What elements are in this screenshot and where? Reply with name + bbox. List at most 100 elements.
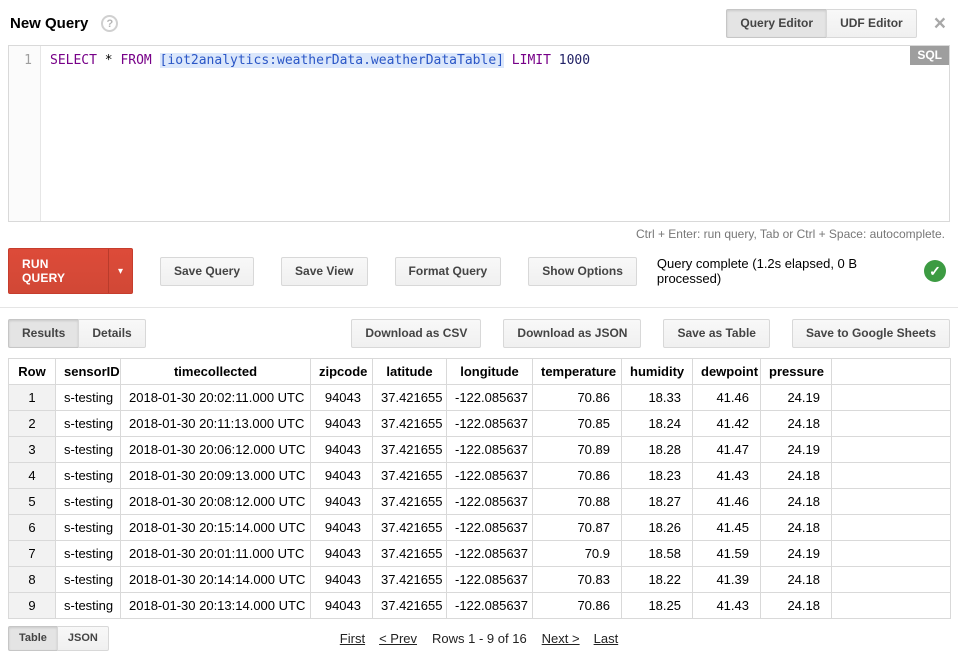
table-cell [831,436,951,463]
table-cell: 94043 [310,540,373,567]
line-number-gutter: 1 [9,46,41,221]
table-cell: 18.25 [621,592,693,619]
table-cell: s-testing [55,592,121,619]
table-cell: 70.89 [532,436,622,463]
table-cell: 24.18 [760,566,832,593]
table-cell: 94043 [310,462,373,489]
table-cell: 18.27 [621,488,693,515]
table-cell: 18.24 [621,410,693,437]
query-editor[interactable]: 1 SELECT * FROM [iot2analytics:weatherDa… [8,45,950,222]
query-toolbar: RUN QUERY ▾ Save Query Save View Format … [0,242,958,307]
run-query-label[interactable]: RUN QUERY [22,257,66,285]
table-cell: s-testing [55,410,121,437]
table-cell: 94043 [310,436,373,463]
table-cell: 24.19 [760,384,832,411]
table-cell: -122.085637 [446,592,533,619]
table-cell: s-testing [55,540,121,567]
tab-results[interactable]: Results [8,319,79,348]
table-cell: 41.42 [692,410,761,437]
results-tabs: Results Details [8,319,146,348]
table-cell: 37.421655 [372,410,447,437]
table-cell: 41.47 [692,436,761,463]
table-cell: 94043 [310,410,373,437]
table-cell: 70.87 [532,514,622,541]
table-column-header: latitude [372,358,447,385]
table-column-header [831,358,951,385]
table-cell: 94043 [310,592,373,619]
table-cell: -122.085637 [446,384,533,411]
save-as-table-button[interactable]: Save as Table [663,319,770,348]
table-cell: -122.085637 [446,410,533,437]
table-cell: 24.18 [760,592,832,619]
pagination-first-link[interactable]: First [339,631,366,646]
line-number: 1 [24,53,32,68]
tab-query-editor[interactable]: Query Editor [726,9,827,38]
table-cell: 41.46 [692,384,761,411]
close-icon[interactable]: × [933,11,946,35]
save-view-button[interactable]: Save View [281,256,368,286]
table-cell [831,488,951,515]
table-cell: 70.86 [532,384,622,411]
table-column-header: longitude [446,358,533,385]
pagination: First < Prev Rows 1 - 9 of 16 Next > Last [0,631,958,646]
table-cell: 41.59 [692,540,761,567]
table-cell [831,384,951,411]
run-query-button[interactable]: RUN QUERY ▾ [8,248,133,294]
show-options-button[interactable]: Show Options [528,256,637,286]
download-json-button[interactable]: Download as JSON [503,319,642,348]
table-cell: 5 [8,488,56,515]
table-row: 6 s-testing 2018-01-30 20:15:14.000 UTC 940… [8,514,951,541]
pagination-last-link[interactable]: Last [593,631,619,646]
table-cell: 6 [8,514,56,541]
table-cell: 2018-01-30 20:15:14.000 UTC [120,514,311,541]
download-csv-button[interactable]: Download as CSV [351,319,482,348]
tab-udf-editor[interactable]: UDF Editor [826,9,917,38]
sql-keyword-limit: LIMIT [503,53,559,68]
table-cell: 94043 [310,514,373,541]
table-cell: 70.88 [532,488,622,515]
table-cell: 94043 [310,488,373,515]
table-cell: 2018-01-30 20:14:14.000 UTC [120,566,311,593]
table-cell: 2018-01-30 20:02:11.000 UTC [120,384,311,411]
table-cell: 18.26 [621,514,693,541]
table-cell [831,592,951,619]
table-cell: 18.23 [621,462,693,489]
save-query-button[interactable]: Save Query [159,256,255,286]
table-cell [831,540,951,567]
sql-keyword-select: SELECT [50,53,97,68]
table-cell: 37.421655 [372,488,447,515]
table-cell: -122.085637 [446,462,533,489]
tab-details[interactable]: Details [78,319,146,348]
table-cell: 37.421655 [372,436,447,463]
table-cell: 70.86 [532,592,622,619]
table-column-header: humidity [621,358,693,385]
table-cell: 37.421655 [372,566,447,593]
help-icon[interactable]: ? [101,15,119,32]
table-cell: 41.46 [692,488,761,515]
result-actions: Download as CSV Download as JSON Save as… [351,319,950,348]
sql-code-line[interactable]: SELECT * FROM [iot2analytics:weatherData… [41,46,949,221]
table-cell: 2018-01-30 20:11:13.000 UTC [120,410,311,437]
table-column-header: Row [8,358,56,385]
format-query-button[interactable]: Format Query [394,256,502,286]
table-cell [831,462,951,489]
caret-down-icon[interactable]: ▾ [107,249,132,293]
save-to-sheets-button[interactable]: Save to Google Sheets [791,319,950,348]
sql-table-reference: [iot2analytics:weatherData.weatherDataTa… [159,53,504,68]
table-cell: 18.33 [621,384,693,411]
table-row: 8 s-testing 2018-01-30 20:14:14.000 UTC 940… [8,566,951,593]
table-cell [831,566,951,593]
table-cell: 18.28 [621,436,693,463]
pagination-next-link[interactable]: Next > [541,631,580,646]
table-cell: -122.085637 [446,540,533,567]
pagination-prev-link[interactable]: < Prev [379,631,418,646]
table-cell: s-testing [55,462,121,489]
table-column-header: dewpoint [692,358,761,385]
table-column-header: zipcode [310,358,373,385]
table-cell: 37.421655 [372,384,447,411]
section-divider [0,307,958,308]
table-cell: 18.22 [621,566,693,593]
results-bar: Results Details Download as CSV Download… [0,308,958,356]
header: New Query ? Query Editor UDF Editor × [0,0,958,45]
table-row: 1 s-testing 2018-01-30 20:02:11.000 UTC 940… [8,384,951,411]
